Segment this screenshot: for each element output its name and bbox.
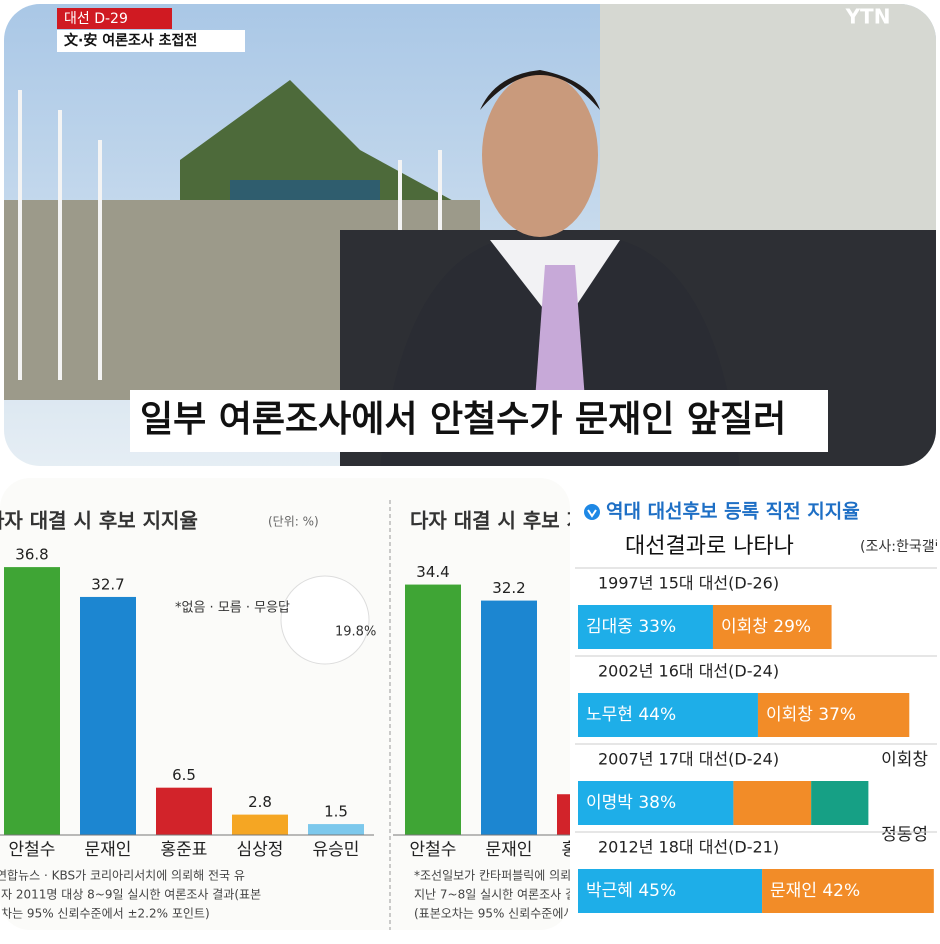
annotation-bubble bbox=[280, 575, 370, 665]
bar bbox=[232, 814, 288, 835]
footnote: *조선일보가 칸타퍼블릭에 의뢰해 bbox=[414, 869, 582, 883]
value-label: 32.7 bbox=[91, 575, 124, 593]
category-label: 유승민 bbox=[313, 840, 360, 860]
unit: (단위: %) bbox=[268, 515, 319, 529]
broadcast: 일부 여론조사에서 안철수가 문재인 앞질러 대선 D-29 文·安 여론조사 … bbox=[4, 4, 936, 466]
segment bbox=[578, 869, 763, 913]
badge: 대선 D-29 bbox=[64, 11, 128, 27]
footnote: (표본오차는 95% 신뢰수준에서 ±2.0% 포인트) bbox=[414, 907, 660, 921]
value-label: 36.8 bbox=[15, 546, 48, 564]
footnote: 지난 7~8일 실시한 여론조사 결과 bbox=[414, 888, 587, 902]
row-label: 2012년 18대 대선(D-21) bbox=[598, 838, 779, 857]
segment-label: 이회창 37% bbox=[766, 705, 856, 725]
value-label: 34.4 bbox=[416, 563, 449, 581]
subtitle: 文·安 여론조사 초접전 bbox=[64, 32, 197, 49]
value-label: 1.5 bbox=[324, 803, 348, 821]
chart-title: 다자 대결 시 후보 지지율 bbox=[0, 509, 198, 533]
bar bbox=[557, 794, 570, 835]
segment bbox=[762, 869, 934, 913]
segment bbox=[811, 781, 869, 825]
logo: YTN bbox=[845, 5, 891, 29]
headline: 일부 여론조사에서 안철수가 문재인 앞질러 bbox=[140, 399, 786, 440]
category-label: 안철수 bbox=[9, 840, 56, 860]
footnote: *연합뉴스 · KBS가 코리아리서치에 의뢰해 전국 유 bbox=[0, 869, 245, 883]
bar bbox=[156, 787, 212, 835]
segment-label: 이명박 38% bbox=[586, 793, 676, 813]
annotation: *없음 · 모름 · 무응답 bbox=[175, 601, 290, 616]
segment-label: 이회창 29% bbox=[721, 617, 811, 637]
left-panel: 다자 대결 시 후보 지지율 (단위: %) 36.8 안철수 32.7 문재인 6.5 홍준… bbox=[0, 478, 660, 930]
chart-subtitle: 대선결과로 나타나 bbox=[625, 534, 794, 559]
category-label: 홍준표 bbox=[562, 840, 609, 860]
bar bbox=[80, 596, 136, 835]
category-label: 문재인 bbox=[85, 840, 132, 860]
footnote: 오차는 95% 신뢰수준에서 ±2.2% 포인트) bbox=[0, 907, 210, 921]
bar bbox=[4, 567, 60, 835]
segment bbox=[578, 781, 734, 825]
segment-label: 노무현 44% bbox=[586, 705, 676, 725]
row-label: 2002년 16대 대선(D-24) bbox=[598, 662, 779, 681]
category-label: 문재인 bbox=[486, 840, 533, 860]
segment bbox=[578, 605, 713, 649]
category-label: 홍준표 bbox=[161, 840, 208, 860]
footnote: 권자 2011명 대상 8~9일 실시한 여론조사 결과(표본 bbox=[0, 888, 261, 902]
value-label: 2.8 bbox=[248, 793, 272, 811]
segment bbox=[578, 693, 758, 737]
segment bbox=[712, 605, 832, 649]
segment bbox=[733, 781, 812, 825]
value-label: 6.5 bbox=[172, 766, 196, 784]
row-label: 1997년 15대 대선(D-26) bbox=[598, 574, 779, 593]
value-label: 32.2 bbox=[492, 579, 525, 597]
category-label: 심상정 bbox=[237, 840, 284, 860]
bar bbox=[481, 600, 537, 835]
category-label: 안철수 bbox=[410, 840, 457, 860]
segment-label: 이회창 bbox=[881, 750, 928, 770]
source: (조사:한국갤럽) bbox=[860, 539, 940, 555]
segment-label: 박근혜 45% bbox=[586, 881, 676, 901]
segment-label: 김대중 33% bbox=[586, 617, 676, 637]
bar bbox=[405, 584, 461, 835]
segment bbox=[757, 693, 910, 737]
chart-title: 역대 대선후보 등록 직전 지지율 bbox=[606, 501, 860, 523]
segment-label: 문재인 42% bbox=[770, 881, 860, 901]
chart-title: 다자 대결 시 후보 지지율 bbox=[410, 509, 622, 533]
bar bbox=[308, 824, 364, 835]
row-label: 2007년 17대 대선(D-24) bbox=[598, 750, 779, 769]
annotation: 19.8% bbox=[335, 625, 376, 640]
segment-label: 정동영 bbox=[881, 825, 928, 845]
